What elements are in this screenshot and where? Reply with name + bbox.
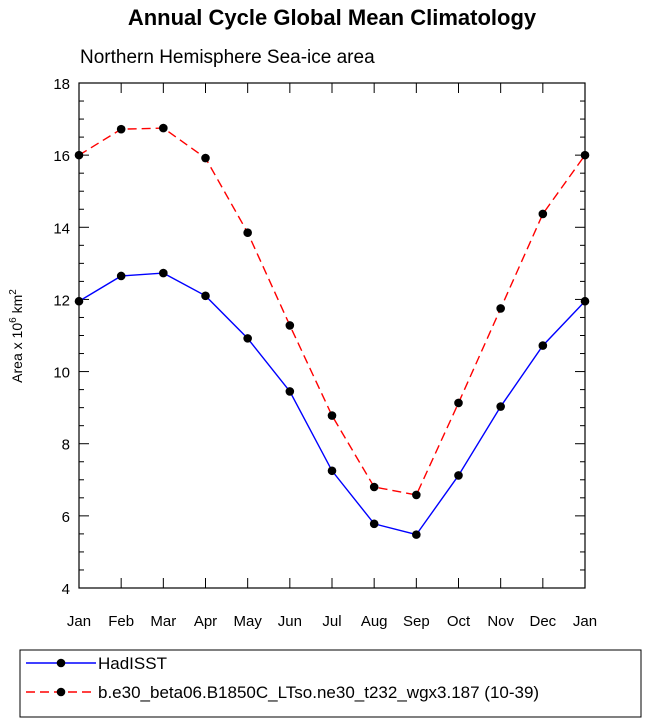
series-1-point (159, 268, 168, 278)
x-tick-label: Aug (361, 613, 388, 630)
series-1-point (369, 519, 379, 529)
series-2-point (412, 490, 421, 500)
y-axis-label-unit: km (9, 295, 25, 314)
series-2-point (369, 482, 379, 492)
x-tick-label: Jul (322, 613, 341, 630)
x-tick-labels: Jan Feb Mar Apr May Jun Jul Aug Sep Oct Nov Dec Jan (67, 613, 597, 630)
series-1-point (538, 341, 548, 350)
x-tick-label: Jun (278, 613, 302, 630)
series-2-point (327, 411, 337, 420)
series-1-point (496, 402, 505, 411)
legend-label-1: HadISST (98, 654, 167, 673)
series-1-point (201, 291, 210, 301)
series-1-point (412, 530, 421, 539)
series-2-point (285, 321, 295, 330)
y-axis-label-exponent: 6 (8, 317, 19, 323)
y-tick-label: 8 (62, 437, 70, 454)
chart-subtitle: Northern Hemisphere Sea-ice area (80, 47, 375, 68)
svg-text:Area x 106 km2: Area x 106 km2 (8, 289, 25, 383)
x-tick-label: Sep (403, 613, 430, 630)
axis-ticks (78, 82, 586, 589)
plot-frame (78, 82, 586, 589)
series-2-point (159, 123, 168, 133)
legend-label-2: b.e30_beta06.B1850C_LTso.ne30_t232_wgx3.… (98, 683, 539, 702)
chart-title: Annual Cycle Global Mean Climatology (128, 5, 537, 30)
series-1-point (116, 271, 126, 281)
series-layer (74, 123, 590, 539)
x-tick-label: Nov (487, 613, 514, 630)
series-1-point (327, 466, 337, 476)
x-tick-label: Mar (150, 613, 176, 630)
legend-marker-1 (56, 658, 66, 668)
series-2-point (116, 124, 126, 134)
series-2-point (454, 398, 463, 408)
x-tick-label: Jan (67, 613, 91, 630)
x-tick-label: May (233, 613, 262, 630)
x-tick-label: Jan (573, 613, 597, 630)
series-1-point (285, 387, 295, 396)
y-tick-label: 6 (62, 509, 70, 526)
y-axis-label: Area x 106 km2 (8, 289, 25, 383)
series-line-2 (78, 127, 586, 496)
y-tick-label: 10 (53, 365, 70, 382)
y-tick-label: 16 (53, 148, 70, 165)
series-line-1 (78, 272, 586, 536)
series-1-point (454, 471, 463, 480)
x-tick-label: Dec (529, 613, 556, 630)
x-tick-label: Feb (108, 613, 134, 630)
y-axis-label-unit-exponent: 2 (8, 289, 19, 295)
legend: HadISST b.e30_beta06.B1850C_LTso.ne30_t23… (19, 649, 642, 718)
y-tick-label: 12 (53, 292, 70, 309)
y-axis-label-prefix: Area x 10 (9, 323, 25, 383)
legend-box (19, 649, 642, 718)
x-tick-label: Oct (447, 613, 471, 630)
series-2-point (201, 153, 210, 163)
y-tick-labels: 4 6 8 10 12 14 16 18 (53, 76, 70, 598)
x-tick-label: Apr (194, 613, 217, 630)
series-1-point (243, 334, 252, 343)
series-2-point (538, 209, 548, 219)
legend-marker-2 (56, 687, 66, 697)
y-tick-label: 4 (62, 581, 70, 598)
y-tick-label: 18 (53, 76, 70, 93)
y-tick-label: 14 (53, 220, 70, 237)
legend-items: HadISST b.e30_beta06.B1850C_LTso.ne30_t23… (26, 654, 539, 702)
series-2-point (243, 228, 252, 237)
series-2-point (496, 304, 505, 313)
